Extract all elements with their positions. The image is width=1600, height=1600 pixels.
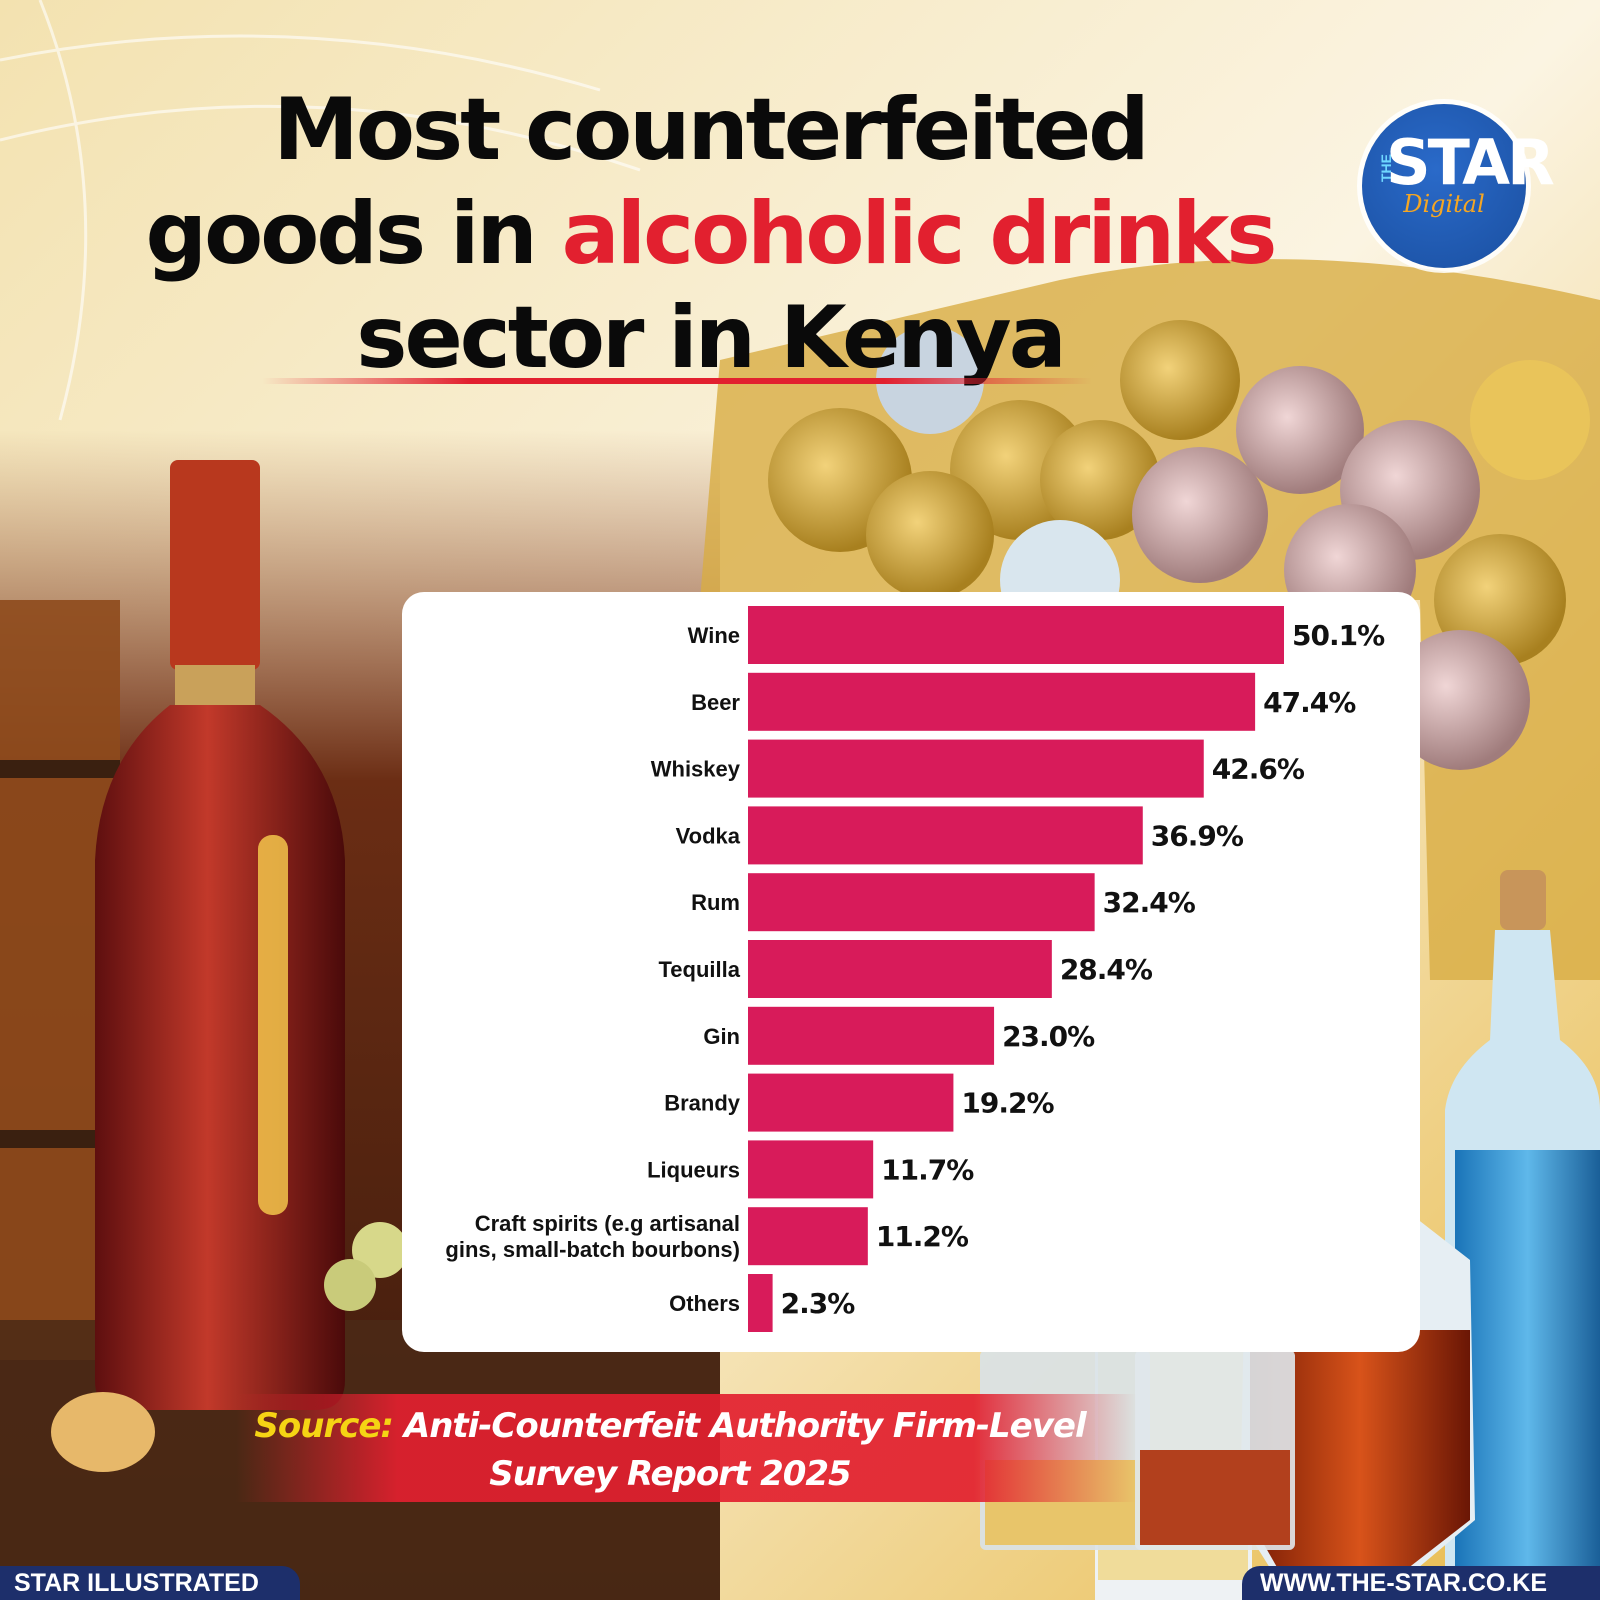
bar-4 bbox=[748, 873, 1095, 932]
category-label-7: Brandy bbox=[664, 1091, 741, 1116]
footer-website-link[interactable]: WWW.THE-STAR.CO.KE bbox=[1242, 1566, 1600, 1600]
logo-digital-text: Digital bbox=[1403, 190, 1485, 218]
title-underline bbox=[262, 378, 1092, 384]
category-label-1: Beer bbox=[691, 690, 740, 715]
category-label-3: Vodka bbox=[676, 823, 741, 848]
value-label-0: 50.1% bbox=[1292, 619, 1385, 652]
logo-star-text: STAR bbox=[1386, 126, 1555, 199]
footer-star-illustrated: STAR ILLUSTRATED bbox=[0, 1566, 300, 1600]
title-line-3: sector in Kenya bbox=[356, 288, 1066, 388]
category-label-9: Craft spirits (e.g artisanal gins, small-… bbox=[445, 1211, 740, 1262]
title-line-1: Most counterfeited bbox=[273, 80, 1149, 180]
title-highlight: alcoholic drinks bbox=[561, 184, 1278, 284]
category-label-2: Whiskey bbox=[651, 757, 741, 782]
value-label-9: 11.2% bbox=[876, 1220, 969, 1253]
bar-9 bbox=[748, 1207, 868, 1266]
bar-1 bbox=[748, 672, 1256, 731]
bar-2 bbox=[748, 739, 1204, 798]
value-label-5: 28.4% bbox=[1060, 953, 1153, 986]
bar-8 bbox=[748, 1140, 874, 1199]
category-label-6: Gin bbox=[703, 1024, 740, 1049]
value-label-10: 2.3% bbox=[781, 1287, 856, 1320]
bar-5 bbox=[748, 940, 1052, 998]
category-label-4: Rum bbox=[691, 890, 740, 915]
value-label-3: 36.9% bbox=[1151, 819, 1244, 852]
bar-3 bbox=[748, 806, 1143, 865]
value-label-8: 11.7% bbox=[881, 1153, 974, 1186]
bar-0 bbox=[748, 606, 1284, 664]
source-label: Source: bbox=[254, 1406, 394, 1446]
the-star-logo: THE STAR Digital bbox=[1362, 104, 1555, 268]
source-text: Anti-Counterfeit Authority Firm-Level bbox=[403, 1406, 1087, 1446]
bar-7 bbox=[748, 1073, 954, 1132]
bar-10 bbox=[748, 1274, 773, 1332]
category-label-10: Others bbox=[669, 1291, 740, 1316]
source-note: Source: Anti-Counterfeit Authority Firm-… bbox=[230, 1402, 1110, 1498]
category-label-0: Wine bbox=[688, 623, 740, 648]
bar-chart: 50.1% Wine 47.4% Beer 42.6% Whiskey 36.9% Vodka… bbox=[445, 606, 1386, 1332]
source-text-2: Survey Report 2025 bbox=[489, 1454, 851, 1494]
title-line-2-prefix: goods in bbox=[145, 184, 562, 284]
category-label-8: Liqueurs bbox=[647, 1157, 740, 1182]
value-label-1: 47.4% bbox=[1263, 686, 1356, 719]
value-label-2: 42.6% bbox=[1212, 753, 1305, 786]
chart-card: 50.1% Wine 47.4% Beer 42.6% Whiskey 36.9% Vodka… bbox=[402, 592, 1420, 1352]
bar-6 bbox=[748, 1006, 995, 1065]
source-band bbox=[236, 1394, 1136, 1502]
category-label-5: Tequilla bbox=[659, 957, 741, 982]
value-label-7: 19.2% bbox=[961, 1087, 1054, 1120]
value-label-4: 32.4% bbox=[1103, 886, 1196, 919]
value-label-6: 23.0% bbox=[1002, 1020, 1095, 1053]
chart-title: Most counterfeited goods in alcoholic dr… bbox=[60, 78, 1360, 390]
